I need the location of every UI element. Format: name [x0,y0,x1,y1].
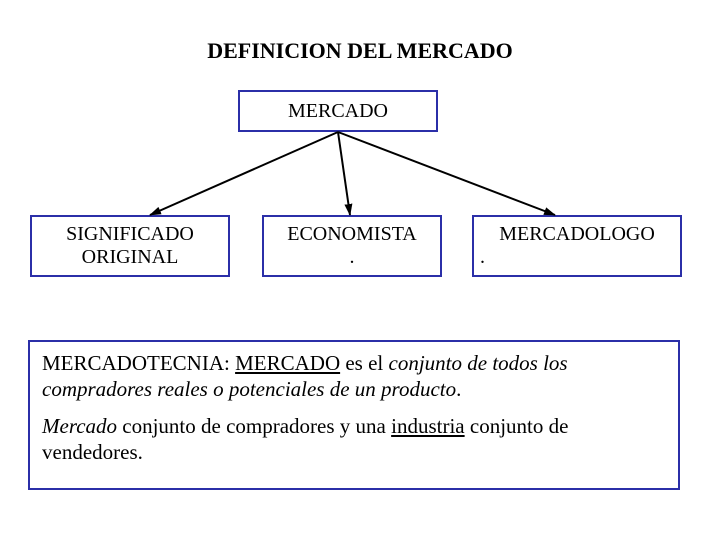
edge-root-mid [338,132,350,215]
node-significado-original: SIGNIFICADO ORIGINAL [30,215,230,277]
definition-paragraph-box: MERCADOTECNIA: MERCADO es el conjunto de… [28,340,680,490]
diagram-title: DEFINICION DEL MERCADO [0,38,720,64]
edge-root-right [338,132,555,215]
p2-seg3-underlined: industria [391,414,465,438]
node-mid-line2: . [287,246,417,269]
p1-seg5: . [456,377,461,401]
node-mid-line1: ECONOMISTA [287,223,417,246]
node-mercado-label: MERCADO [288,100,388,123]
node-economista: ECONOMISTA . [262,215,442,277]
node-right-line1: MERCADOLOGO [474,223,680,246]
paragraph-2: Mercado conjunto de compradores y una in… [42,413,666,466]
node-left-line1: SIGNIFICADO [66,223,194,246]
node-right-line2: . [474,246,680,269]
p2-seg2: conjunto de compradores y una [117,414,391,438]
node-mercadologo: MERCADOLOGO . [472,215,682,277]
paragraph-1: MERCADOTECNIA: MERCADO es el conjunto de… [42,350,666,403]
p1-seg2-underlined: MERCADO [235,351,340,375]
p1-seg3: es el [340,351,388,375]
node-mercado: MERCADO [238,90,438,132]
edge-root-left [150,132,338,215]
node-left-line2: ORIGINAL [66,246,194,269]
p2-seg1-italic: Mercado [42,414,117,438]
p1-seg1: MERCADOTECNIA: [42,351,235,375]
